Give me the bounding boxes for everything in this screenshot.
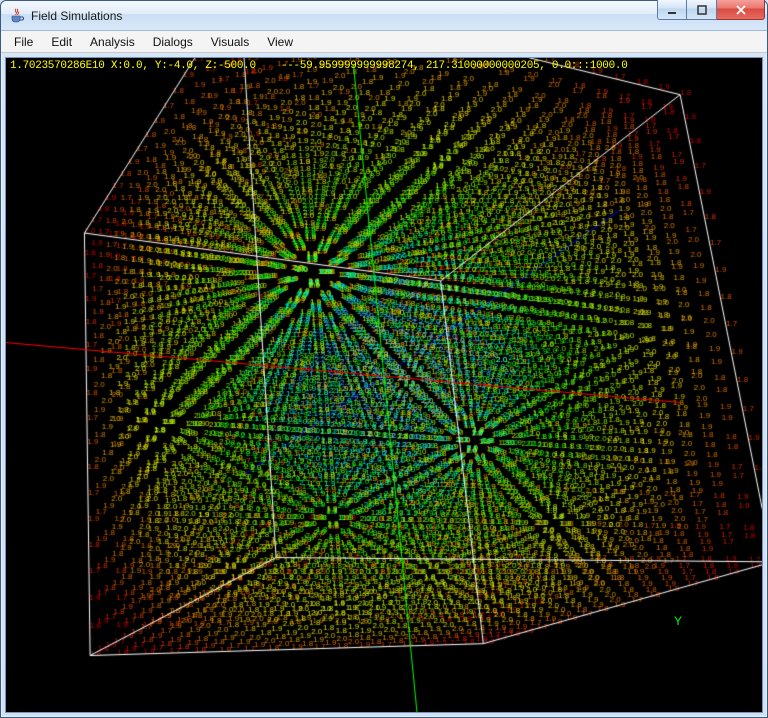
maximize-button[interactable] bbox=[687, 0, 717, 20]
menubar: File Edit Analysis Dialogs Visuals View bbox=[1, 31, 767, 53]
menu-visuals[interactable]: Visuals bbox=[202, 33, 258, 51]
window-buttons bbox=[657, 1, 765, 30]
menu-file[interactable]: File bbox=[5, 33, 42, 51]
menu-edit[interactable]: Edit bbox=[42, 33, 81, 51]
java-cup-icon bbox=[9, 8, 25, 24]
field-canvas[interactable] bbox=[6, 58, 762, 713]
viewport[interactable]: 1.7023570286E10 X:0.0, Y:-4.0, Z:-500.0 … bbox=[5, 57, 763, 713]
menu-analysis[interactable]: Analysis bbox=[81, 33, 144, 51]
minimize-button[interactable] bbox=[657, 0, 687, 20]
titlebar[interactable]: Field Simulations bbox=[1, 1, 767, 31]
app-window: Field Simulations File Edit Analysis Dia… bbox=[0, 0, 768, 718]
status-overlay: 1.7023570286E10 X:0.0, Y:-4.0, Z:-500.0 … bbox=[10, 60, 628, 72]
window-title: Field Simulations bbox=[31, 9, 657, 23]
menu-view[interactable]: View bbox=[258, 33, 302, 51]
menu-dialogs[interactable]: Dialogs bbox=[144, 33, 202, 51]
close-button[interactable] bbox=[717, 0, 765, 20]
axis-label-y: Y bbox=[674, 614, 682, 628]
